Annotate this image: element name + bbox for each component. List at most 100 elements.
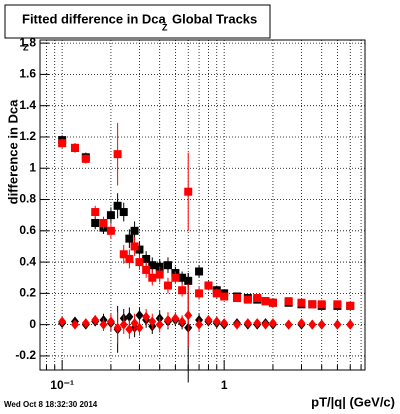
- y-tick-label: 1.2: [19, 129, 36, 143]
- marker-diamond: [113, 322, 122, 333]
- marker-square: [178, 286, 187, 295]
- marker-square: [195, 267, 204, 276]
- marker-square: [243, 295, 252, 304]
- y-tick-label: 1.4: [19, 98, 36, 112]
- marker-square: [195, 289, 204, 298]
- marker-square: [135, 245, 144, 254]
- marker-square: [106, 211, 115, 220]
- marker-square: [212, 289, 221, 298]
- marker-diamond: [308, 319, 317, 330]
- x-tick-label: 10⁻¹: [50, 378, 74, 392]
- marker-diamond: [135, 310, 144, 321]
- marker-square: [119, 208, 128, 217]
- marker-diamond: [232, 319, 241, 330]
- marker-diamond: [119, 319, 128, 330]
- marker-square: [113, 201, 122, 210]
- marker-square: [70, 143, 79, 152]
- marker-diamond: [171, 313, 180, 324]
- marker-square: [284, 297, 293, 306]
- y-tick-label: 0.2: [19, 286, 36, 300]
- marker-diamond: [142, 311, 151, 322]
- y-tick-label: -0.2: [15, 348, 36, 362]
- plot-area: [40, 40, 365, 383]
- y-tick-label: 1: [29, 160, 36, 174]
- marker-square: [163, 281, 172, 290]
- marker-square: [155, 270, 164, 279]
- marker-diamond: [333, 319, 342, 330]
- marker-square: [232, 294, 241, 303]
- marker-diamond: [58, 316, 67, 327]
- marker-square: [184, 187, 193, 196]
- marker-diamond: [346, 319, 355, 330]
- y-tick-label: 0.6: [19, 223, 36, 237]
- marker-diamond: [148, 316, 157, 327]
- marker-diamond: [253, 318, 262, 329]
- marker-square: [125, 234, 134, 243]
- marker-square: [178, 273, 187, 282]
- marker-square: [308, 300, 317, 309]
- marker-square: [163, 261, 172, 270]
- marker-diamond: [70, 319, 79, 330]
- title-subscript: Z: [162, 22, 168, 32]
- marker-diamond: [130, 318, 139, 329]
- marker-square: [253, 294, 262, 303]
- x-axis-label: pT/|q| (GeV/c): [311, 394, 395, 409]
- marker-square: [317, 300, 326, 309]
- marker-diamond: [268, 318, 277, 329]
- marker-square: [81, 154, 90, 163]
- frame: [39, 39, 366, 371]
- marker-square: [171, 273, 180, 282]
- marker-diamond: [135, 322, 144, 333]
- marker-diamond: [212, 316, 221, 327]
- marker-square: [346, 301, 355, 310]
- marker-diamond: [297, 318, 306, 329]
- marker-square: [58, 139, 67, 148]
- marker-diamond: [243, 318, 252, 329]
- marker-square: [135, 258, 144, 267]
- marker-diamond: [184, 310, 193, 321]
- y-tick-label: 0: [29, 317, 36, 331]
- marker-square: [91, 208, 100, 217]
- marker-diamond: [106, 316, 115, 327]
- marker-diamond: [204, 314, 213, 325]
- marker-square: [297, 298, 306, 307]
- marker-diamond: [178, 316, 187, 327]
- y-label-subscript: Z: [23, 42, 29, 52]
- marker-square: [119, 250, 128, 259]
- marker-square: [99, 218, 108, 227]
- y-tick-label: 1.6: [19, 67, 36, 81]
- marker-square: [261, 297, 270, 306]
- title-box: [4, 4, 271, 39]
- marker-diamond: [195, 319, 204, 330]
- marker-square: [142, 265, 151, 274]
- marker-square: [91, 218, 100, 227]
- marker-diamond: [125, 324, 134, 335]
- marker-diamond: [155, 319, 164, 330]
- marker-diamond: [91, 314, 100, 325]
- marker-diamond: [125, 311, 134, 322]
- y-tick-label: 1.8: [19, 35, 36, 49]
- marker-diamond: [317, 319, 326, 330]
- marker-diamond: [284, 319, 293, 330]
- frame-border: [39, 39, 366, 371]
- marker-square: [130, 226, 139, 235]
- title-suffix: Global Tracks: [172, 11, 257, 26]
- marker-square: [204, 281, 213, 290]
- marker-square: [333, 300, 342, 309]
- footer-date: Wed Oct 8 18:32:30 2014: [4, 400, 98, 409]
- marker-square: [268, 298, 277, 307]
- marker-square: [148, 261, 157, 270]
- x-tick-label: 1: [221, 378, 228, 392]
- chart-title: Fitted difference in Dca: [22, 11, 167, 26]
- marker-square: [113, 150, 122, 159]
- marker-diamond: [99, 319, 108, 330]
- marker-square: [142, 254, 151, 263]
- marker-square: [220, 292, 229, 301]
- marker-diamond: [261, 319, 270, 330]
- y-axis-label: difference in Dca: [5, 99, 20, 205]
- marker-diamond: [220, 318, 229, 329]
- marker-diamond: [163, 314, 172, 325]
- marker-square: [106, 226, 115, 235]
- y-tick-label: 0.4: [19, 254, 36, 268]
